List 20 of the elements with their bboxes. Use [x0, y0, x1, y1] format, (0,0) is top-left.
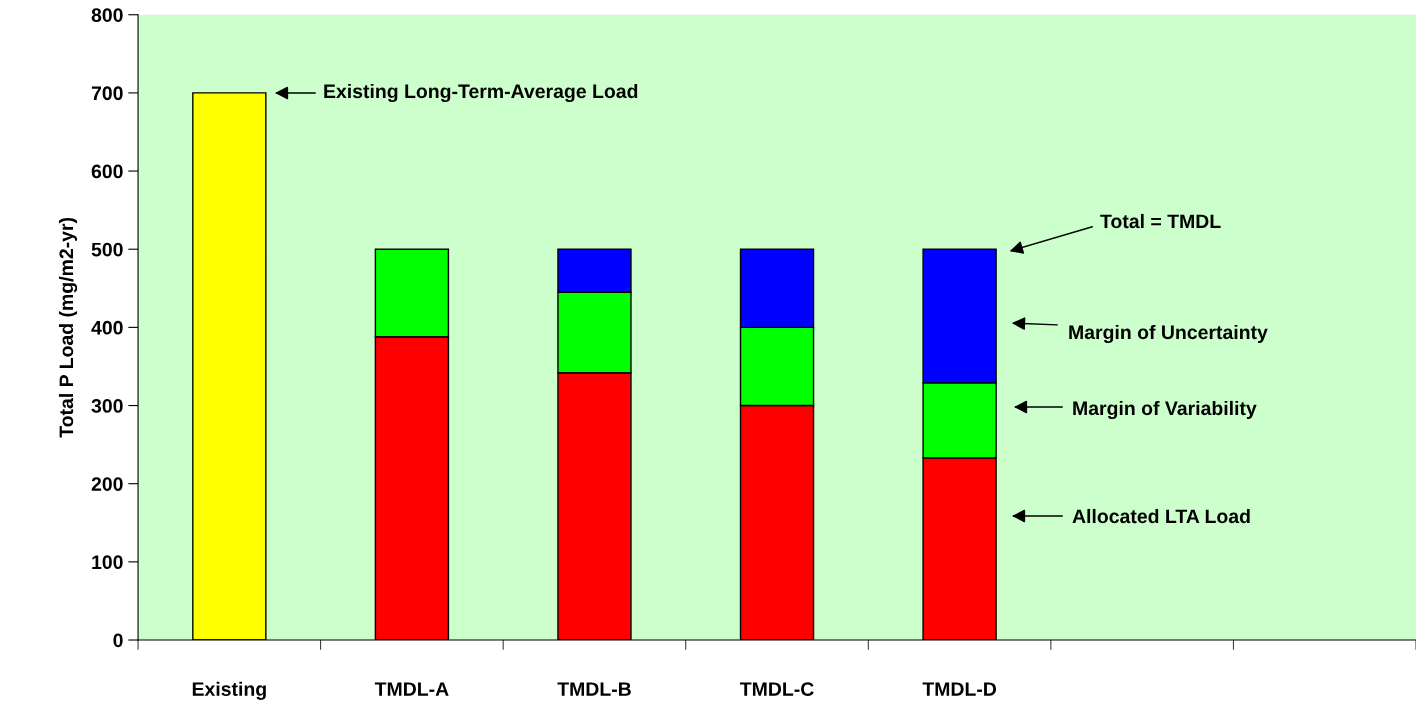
annotation: Total = TMDL [1100, 213, 1221, 229]
y-tick-label: 600 [91, 164, 123, 179]
y-tick-label: 100 [92, 555, 123, 570]
y-tick-label: 800 [91, 8, 123, 22]
annotation: Margin of Uncertainty [1069, 324, 1268, 344]
y-axis-title: Total P Load (mg/m2-yr) [58, 217, 78, 438]
x-tick-label: TMDL-C [739, 682, 814, 696]
x-tick-label: Existing [192, 681, 266, 700]
y-tick-label: 0 [113, 633, 123, 648]
y-tick-label: 500 [91, 242, 123, 257]
y-tick-label: 300 [91, 399, 123, 413]
y-tick-label: 200 [91, 477, 123, 491]
annotation: Allocated LTA Load [1072, 508, 1250, 524]
y-tick-label: 400 [91, 320, 123, 335]
x-tick-label: TMDL-D [922, 682, 997, 696]
x-tick-label: TMDL-B [557, 682, 631, 696]
y-tick-label: 700 [91, 86, 123, 101]
annotation: Existing Long-Term-Average Load [324, 83, 638, 103]
annotation: Margin of Variability [1073, 400, 1257, 420]
x-tick-label: TMDL-A [374, 682, 449, 696]
